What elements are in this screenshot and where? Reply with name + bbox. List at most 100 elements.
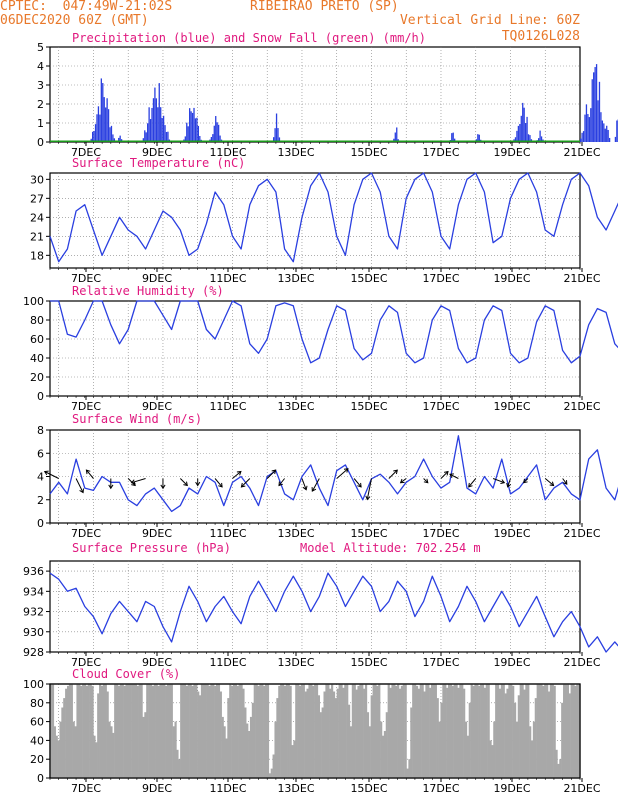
x-tick-label: 13DEC bbox=[277, 782, 314, 795]
cloud-bar bbox=[283, 685, 287, 778]
precip-bar bbox=[275, 113, 278, 142]
cloud-bar bbox=[323, 691, 326, 778]
x-tick-label: 7DEC bbox=[71, 782, 101, 795]
x-tick-label: 19DEC bbox=[493, 146, 530, 159]
cloud-bar bbox=[174, 721, 177, 778]
cloud-bar bbox=[55, 735, 58, 778]
cloud-bar bbox=[219, 691, 222, 778]
cloud-bar bbox=[515, 721, 519, 778]
panel-frame-rh bbox=[49, 300, 581, 397]
precip-bar bbox=[152, 98, 155, 142]
y-tick-label: 3 bbox=[37, 79, 44, 92]
cloud-bar bbox=[263, 685, 266, 778]
cloud-bar bbox=[344, 684, 347, 778]
cloud-bar bbox=[329, 688, 332, 778]
cloud-bar bbox=[421, 684, 424, 778]
y-tick-label: 0 bbox=[37, 390, 44, 403]
cloud-bar bbox=[229, 684, 232, 778]
cloud-bar bbox=[66, 685, 70, 778]
cloud-bar bbox=[425, 684, 428, 778]
precip-bar bbox=[93, 130, 95, 142]
cloud-bar bbox=[564, 684, 568, 778]
wind-arrow-head bbox=[130, 479, 136, 485]
wind-arrow-shaft bbox=[179, 478, 188, 486]
cloud-bar bbox=[236, 685, 239, 778]
cloud-bar bbox=[427, 684, 430, 778]
cloud-bar bbox=[274, 721, 277, 778]
precip-bar bbox=[155, 98, 158, 142]
cloud-bar bbox=[508, 684, 511, 778]
y-tick-label: 30 bbox=[30, 173, 44, 186]
cloud-bar bbox=[287, 684, 290, 778]
wind-arrow-shaft bbox=[366, 478, 372, 500]
cloud-bar bbox=[551, 684, 554, 778]
cloud-bar bbox=[532, 721, 536, 778]
cloud-bar bbox=[295, 684, 298, 778]
y-tick-label: 21 bbox=[30, 230, 44, 243]
cloud-bar bbox=[121, 684, 124, 778]
cloud-bar bbox=[248, 731, 251, 778]
wind-speed-line bbox=[49, 435, 618, 513]
x-tick-label: 7DEC bbox=[71, 146, 101, 159]
x-tick-label: 19DEC bbox=[493, 527, 530, 540]
cloud-bar bbox=[114, 684, 117, 778]
cloud-bar bbox=[195, 684, 198, 778]
cloud-bar bbox=[370, 695, 373, 778]
cloud-bar bbox=[182, 684, 185, 778]
cloud-bar bbox=[315, 684, 319, 778]
x-tick-label: 11DEC bbox=[209, 656, 246, 669]
precip-bar bbox=[514, 137, 517, 142]
cloud-bar bbox=[217, 684, 221, 778]
x-tick-label: 17DEC bbox=[422, 527, 459, 540]
cloud-bar bbox=[440, 702, 443, 778]
precip-bar bbox=[580, 138, 582, 142]
cloud-bar bbox=[265, 684, 268, 778]
cloud-bar bbox=[89, 684, 92, 778]
x-tick-label: 15DEC bbox=[350, 782, 387, 795]
cloud-bar bbox=[489, 740, 492, 778]
precip-bar bbox=[478, 134, 480, 142]
x-tick-label: 7DEC bbox=[71, 656, 101, 669]
cloud-bar bbox=[70, 684, 73, 778]
precip-bar bbox=[148, 107, 150, 142]
wind-arrow-shaft bbox=[440, 471, 449, 479]
precip-bar bbox=[274, 128, 276, 142]
panel-frame-temp bbox=[49, 172, 581, 269]
precip-bar bbox=[539, 130, 541, 142]
wind-arrow-shaft bbox=[449, 473, 459, 479]
precip-bar bbox=[144, 130, 146, 142]
precip-bar bbox=[189, 108, 191, 142]
cloud-bar bbox=[127, 684, 130, 778]
cloud-bar bbox=[493, 721, 496, 778]
cloud-bar bbox=[238, 684, 241, 778]
cloud-bar bbox=[172, 726, 175, 778]
cloud-bar bbox=[512, 685, 515, 778]
cloud-bar bbox=[187, 684, 190, 778]
cloud-bar bbox=[389, 687, 392, 778]
precip-bar bbox=[278, 137, 281, 142]
precip-bar bbox=[102, 83, 104, 142]
cloud-bar bbox=[298, 685, 302, 778]
cloud-bar bbox=[544, 684, 547, 778]
cloud-bar bbox=[436, 698, 439, 778]
x-tick-label: 9DEC bbox=[142, 146, 172, 159]
cloud-bar bbox=[563, 684, 566, 778]
cloud-bar bbox=[429, 687, 432, 778]
cloud-bar bbox=[302, 684, 305, 778]
cloud-bar bbox=[129, 684, 132, 778]
wind-arrow-head bbox=[108, 484, 114, 490]
panel-title-cloud: Cloud Cover (%) bbox=[72, 667, 180, 681]
cloud-bar bbox=[314, 684, 317, 778]
cloud-bar bbox=[251, 702, 254, 778]
cloud-bar bbox=[540, 684, 543, 778]
cloud-bar bbox=[293, 740, 296, 778]
cloud-bar bbox=[355, 689, 358, 778]
precip-bar bbox=[157, 107, 159, 142]
x-tick-label: 9DEC bbox=[142, 272, 172, 285]
cloud-bar bbox=[134, 684, 138, 778]
cloud-bar bbox=[415, 685, 419, 778]
cloud-bar bbox=[104, 684, 107, 778]
wind-arrow-shaft bbox=[388, 469, 398, 479]
cloud-bar bbox=[193, 684, 196, 778]
wind-arrow-head bbox=[302, 485, 308, 491]
